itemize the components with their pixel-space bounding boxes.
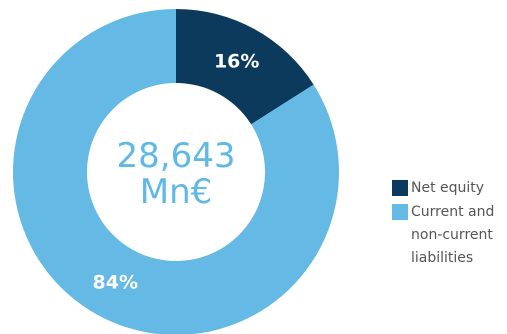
legend-item-net-equity: Net equity — [392, 180, 507, 200]
slice-net-equity — [176, 9, 314, 125]
legend: Net equity Current and non-current liabi… — [392, 180, 507, 270]
legend-label-liabilities: Current and non-current liabilities — [411, 204, 495, 266]
center-value: 28,643 — [116, 136, 236, 176]
center-unit: Mn€ — [139, 172, 213, 212]
slice-liabilities — [13, 9, 339, 334]
legend-label-net-equity: Net equity — [411, 180, 485, 196]
legend-swatch-net-equity — [392, 180, 408, 196]
data-label-liabilities: 84% — [93, 271, 138, 293]
legend-swatch-liabilities — [392, 204, 408, 220]
center-total: 28,643 Mn€ — [96, 138, 256, 210]
data-label-net-equity: 16% — [214, 51, 259, 73]
legend-item-liabilities: Current and non-current liabilities — [392, 204, 507, 270]
